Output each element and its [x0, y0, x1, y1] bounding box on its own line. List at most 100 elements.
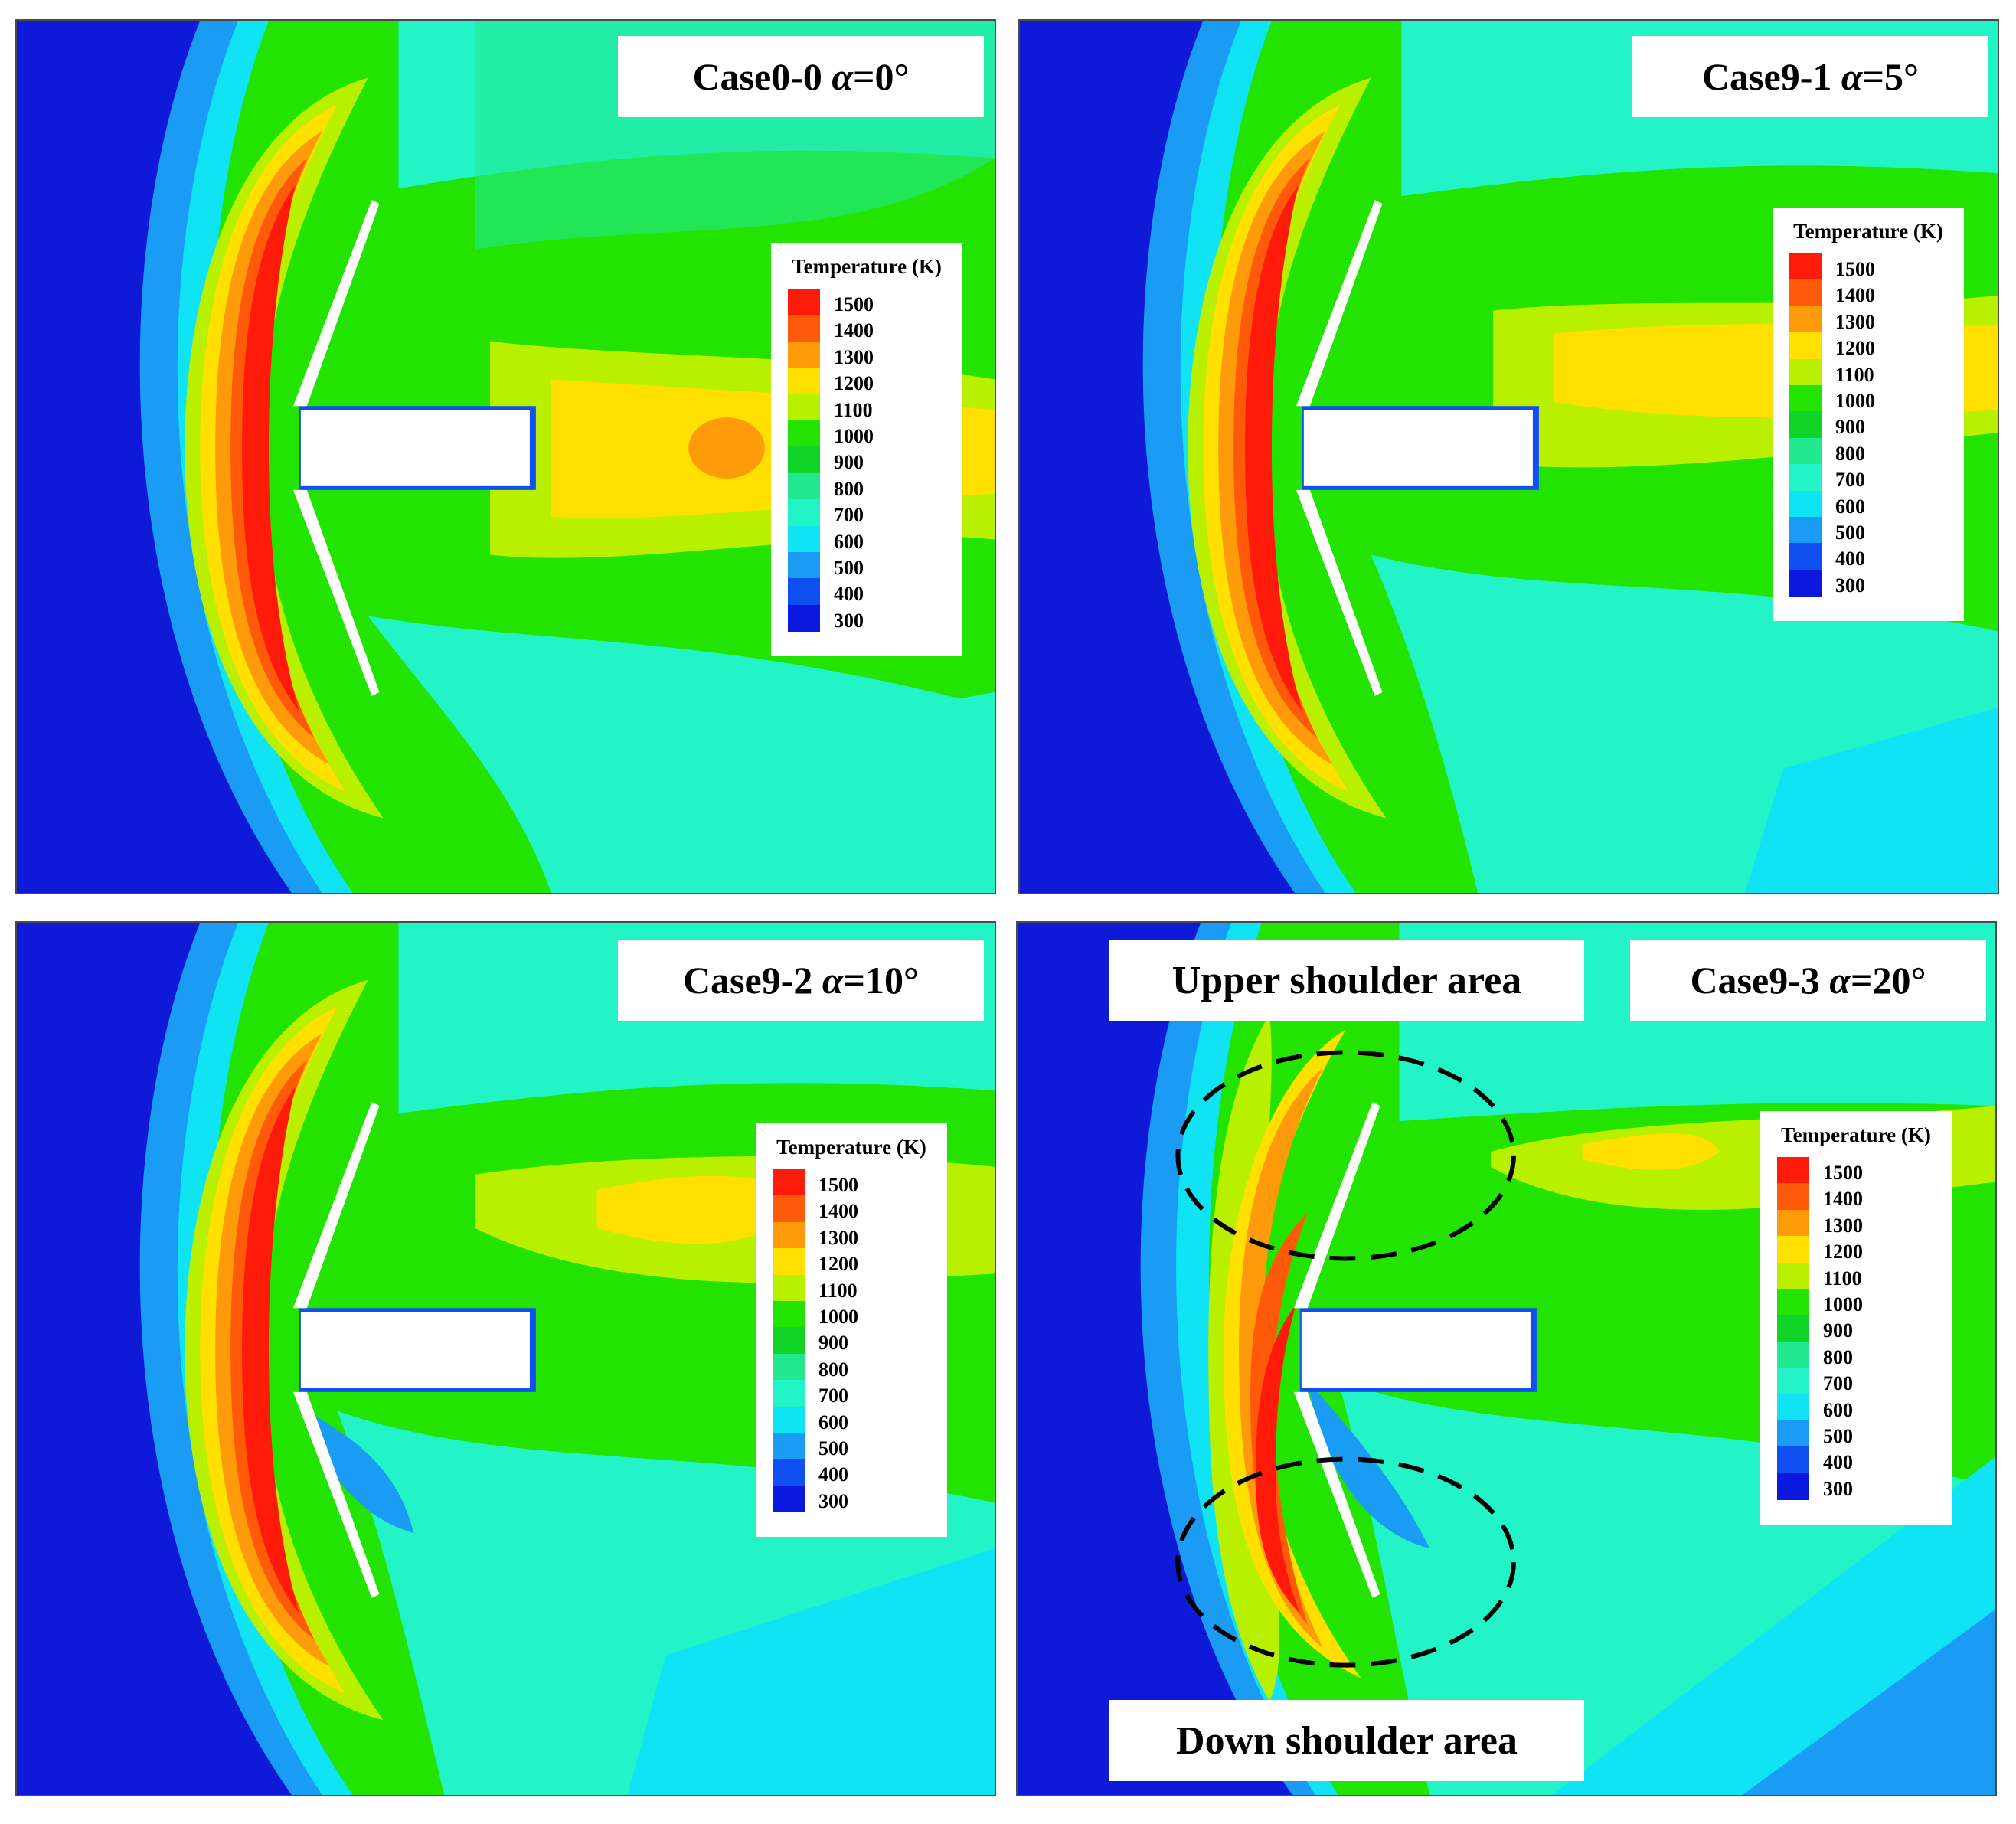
legend-swatch: [773, 1169, 805, 1196]
legend-colorbar: [1789, 253, 1822, 597]
upper-shoulder-text: Upper shoulder area: [1171, 958, 1522, 1002]
legend-tick-label: 1500: [1835, 258, 1875, 280]
legend-swatch: [773, 1406, 805, 1433]
legend-tick-label: 1000: [818, 1306, 858, 1328]
legend-title: Temperature (K): [792, 255, 942, 278]
legend-swatch: [788, 368, 820, 395]
legend-swatch: [788, 499, 820, 527]
legend-swatch: [1789, 385, 1822, 412]
legend-tick-label: 300: [834, 609, 864, 632]
legend-tick-label: 600: [1835, 495, 1865, 518]
legend-tick-label: 1100: [834, 398, 873, 421]
alpha-value: =20°: [1851, 959, 1926, 1002]
legend-swatch: [1777, 1394, 1809, 1421]
legend-swatch: [788, 341, 820, 368]
legend-tick-label: 400: [834, 583, 864, 606]
legend-swatch: [1777, 1157, 1809, 1184]
legend-tick-label: 1300: [834, 345, 874, 368]
legend-title: Temperature (K): [1781, 1123, 1931, 1146]
case-title-box: Case0-0 α =0°: [618, 36, 984, 117]
legend-tick-label: 1100: [1835, 363, 1874, 386]
legend-tick-label: 1200: [818, 1253, 858, 1276]
legend-tick-label: 1000: [834, 425, 874, 447]
legend-swatch: [1777, 1341, 1809, 1368]
legend-tick-label: 1400: [1823, 1188, 1863, 1211]
legend-tick-label: 500: [1835, 521, 1865, 544]
legend-swatch: [788, 420, 820, 447]
legend-swatch: [773, 1459, 805, 1486]
case-label: Case0-0: [692, 55, 822, 98]
case-label: Case9-2: [682, 959, 813, 1002]
legend-swatch: [1789, 517, 1822, 544]
legend-swatch: [1789, 332, 1822, 360]
legend-tick-label: 900: [1835, 416, 1865, 439]
case-title-box: Case9-2 α =10°: [618, 940, 984, 1021]
case-title-box: Case9-3 α =20°: [1630, 940, 1986, 1021]
legend-swatch: [1777, 1473, 1809, 1500]
legend-colorbar: [1777, 1157, 1809, 1500]
alpha-symbol: α: [1829, 959, 1851, 1002]
legend-tick-label: 500: [834, 557, 864, 579]
legend-swatch: [788, 289, 820, 315]
contour-panel-3: Case9-2 α =10° Temperature (K) 1500 1400 130…: [15, 921, 996, 1796]
legend-swatch: [773, 1485, 805, 1512]
legend-tick-label: 1000: [1823, 1293, 1863, 1316]
legend-tick-label: 300: [1835, 574, 1865, 597]
alpha-symbol: α: [1841, 55, 1863, 98]
upper-shoulder-label: Upper shoulder area: [1109, 940, 1584, 1021]
legend-swatch: [1777, 1183, 1809, 1211]
legend-tick-label: 1100: [818, 1279, 858, 1302]
legend-tick-label: 500: [818, 1437, 848, 1460]
legend-swatch: [1777, 1368, 1809, 1395]
legend-tick-label: 1400: [818, 1200, 858, 1223]
legend-swatch: [773, 1221, 805, 1249]
legend-swatch: [1777, 1446, 1809, 1474]
legend-swatch: [1789, 569, 1822, 597]
legend-tick-label: 900: [834, 451, 864, 474]
legend-tick-label: 800: [834, 477, 864, 500]
legend-tick-label: 1500: [1823, 1162, 1863, 1184]
temperature-field: [17, 923, 995, 1795]
legend-tick-label: 300: [818, 1489, 848, 1512]
legend-tick-label: 1200: [1823, 1241, 1863, 1263]
down-shoulder-text: Down shoulder area: [1176, 1718, 1518, 1763]
legend-swatch: [1789, 306, 1822, 333]
legend-tick-label: 1400: [1835, 284, 1875, 307]
legend-tick-label: 1500: [834, 293, 874, 315]
legend-tick-label: 500: [1823, 1425, 1853, 1447]
legend-swatch: [1777, 1289, 1809, 1316]
temperature-legend: Temperature (K) 1500 1400 1300 1200 1100 1000 9…: [1773, 208, 1964, 621]
legend-tick-label: 400: [1835, 548, 1865, 570]
legend-swatch: [773, 1327, 805, 1355]
legend-tick-label: 1400: [834, 319, 874, 342]
legend-tick-label: 1300: [1823, 1214, 1863, 1237]
temperature-legend: Temperature (K) 1500 1400 1300 1200 1100 1000 9…: [771, 243, 962, 656]
legend-tick-label: 1100: [1823, 1267, 1862, 1290]
legend-swatch: [1777, 1420, 1809, 1447]
legend-tick-label: 700: [834, 504, 864, 527]
legend-tick-label: 700: [1835, 469, 1865, 492]
legend-colorbar: [788, 289, 820, 632]
alpha-value: =5°: [1862, 55, 1920, 98]
legend-swatch: [773, 1380, 805, 1407]
legend-tick-label: 600: [1823, 1398, 1853, 1421]
legend-tick-label: 1200: [1835, 337, 1875, 360]
legend-swatch: [773, 1301, 805, 1328]
legend-swatch: [1789, 490, 1822, 518]
contour-panel-2: Case9-1 α =5° Temperature (K) 1500 1400 1300…: [1018, 19, 1999, 894]
legend-tick-label: 900: [1823, 1319, 1853, 1342]
contour-panel-4: Upper shoulder area Case9-3 α =20° Temper…: [1016, 921, 1997, 1796]
legend-swatch: [788, 472, 820, 500]
legend-tick-label: 700: [1823, 1372, 1853, 1395]
legend-swatch: [1789, 464, 1822, 492]
legend-tick-label: 1200: [834, 372, 874, 395]
legend-tick-label: 600: [834, 530, 864, 553]
alpha-symbol: α: [832, 55, 854, 98]
temperature-field: [17, 21, 995, 893]
legend-tick-label: 800: [818, 1358, 848, 1381]
legend-swatch: [773, 1248, 805, 1276]
legend-tick-label: 400: [818, 1463, 848, 1486]
down-shoulder-label: Down shoulder area: [1109, 1700, 1584, 1781]
legend-swatch: [1789, 543, 1822, 570]
legend-swatch: [788, 604, 820, 632]
